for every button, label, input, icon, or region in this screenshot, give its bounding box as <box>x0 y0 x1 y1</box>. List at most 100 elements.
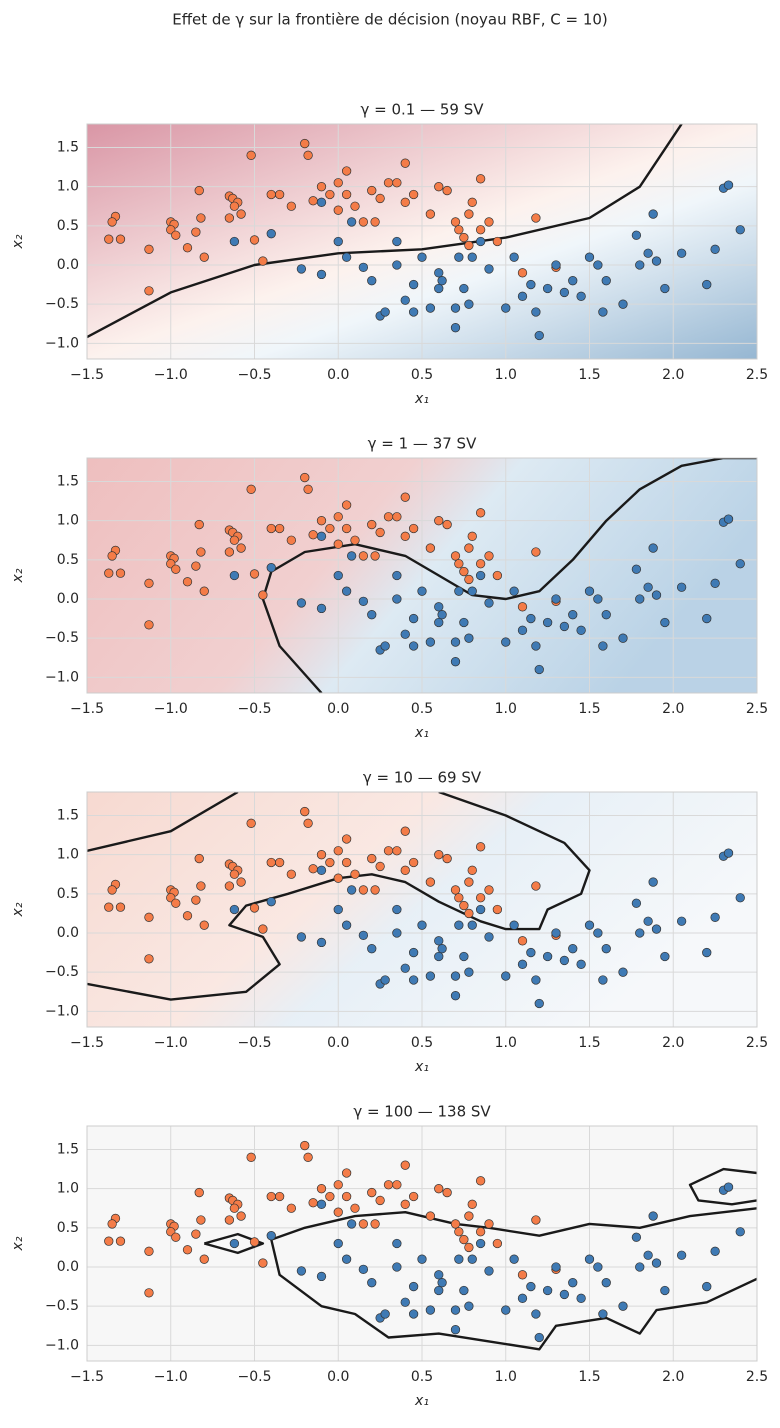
data-point <box>194 185 204 196</box>
data-point <box>475 893 486 903</box>
data-point <box>484 1266 494 1276</box>
y-tick-label: −1.0 <box>45 1003 79 1019</box>
data-point <box>475 559 486 569</box>
x-tick-label: −1.0 <box>154 367 188 383</box>
data-point <box>475 225 486 235</box>
data-point <box>442 1187 452 1198</box>
data-point <box>454 1254 464 1264</box>
y-tick-label: −1.0 <box>45 335 79 351</box>
data-point <box>296 598 307 608</box>
data-point <box>182 911 193 921</box>
data-point <box>484 1219 494 1229</box>
data-point <box>341 189 352 200</box>
data-point <box>434 1285 444 1296</box>
data-point <box>144 620 154 630</box>
data-point <box>568 610 578 620</box>
data-point <box>258 1258 268 1268</box>
data-point <box>246 818 256 828</box>
data-point <box>104 234 114 244</box>
data-point <box>534 1332 544 1343</box>
data-point <box>660 951 670 962</box>
data-point <box>199 1254 209 1264</box>
data-point <box>266 523 276 534</box>
data-point <box>341 586 352 596</box>
data-point <box>442 853 452 864</box>
data-point <box>392 512 402 522</box>
data-point <box>631 230 642 240</box>
data-point <box>266 229 276 239</box>
plot-area <box>104 458 757 693</box>
data-point <box>450 1325 461 1335</box>
x-tick-label: −1.0 <box>154 1369 188 1385</box>
data-point <box>380 307 390 317</box>
data-point <box>584 586 595 596</box>
data-point <box>144 912 154 922</box>
data-point <box>266 563 276 573</box>
data-point <box>229 1203 240 1213</box>
data-point <box>392 904 402 915</box>
data-point <box>648 877 658 887</box>
data-point <box>598 975 608 985</box>
data-point <box>601 1278 611 1288</box>
y-tick-label: 0.0 <box>57 591 79 607</box>
data-point <box>643 248 653 258</box>
data-point <box>534 664 544 675</box>
x-tick-label: −0.5 <box>238 1369 272 1385</box>
data-point <box>308 864 318 874</box>
data-point <box>434 268 444 278</box>
data-point <box>107 1219 117 1229</box>
data-point <box>450 323 461 333</box>
data-point <box>333 205 343 215</box>
data-point <box>408 975 419 985</box>
data-point <box>303 150 313 160</box>
data-point <box>229 201 240 211</box>
x-tick-label: 2.0 <box>662 701 684 717</box>
data-point <box>258 590 268 600</box>
data-point <box>584 252 595 262</box>
y-axis-label: x₂ <box>10 568 26 583</box>
data-point <box>735 225 745 235</box>
data-point <box>333 512 343 522</box>
data-point <box>400 197 410 207</box>
y-tick-label: 1.0 <box>57 1181 79 1197</box>
data-point <box>651 1258 662 1268</box>
data-point <box>171 898 181 908</box>
data-point <box>392 178 402 188</box>
data-point <box>144 286 154 296</box>
data-point <box>341 1191 352 1202</box>
x-tick-label: 1.0 <box>495 701 517 717</box>
panel-title: γ = 10 — 69 SV <box>363 769 482 787</box>
data-point <box>341 166 352 176</box>
data-point <box>199 920 209 930</box>
x-tick-label: 1.5 <box>578 1035 600 1051</box>
data-point <box>274 1191 285 1202</box>
data-point <box>380 641 390 651</box>
data-point <box>517 268 528 278</box>
plot-area <box>87 792 745 1009</box>
data-point <box>501 637 511 647</box>
data-point <box>450 991 461 1001</box>
data-point <box>551 1262 561 1272</box>
data-point <box>274 189 285 200</box>
data-point <box>107 217 117 227</box>
data-point <box>316 531 327 541</box>
x-tick-label: −1.0 <box>154 1035 188 1051</box>
y-axis-label: x₂ <box>10 902 26 917</box>
data-point <box>266 189 276 200</box>
data-point <box>341 834 352 844</box>
data-point <box>568 276 578 286</box>
data-point <box>408 1309 419 1319</box>
panel-title: γ = 0.1 — 59 SV <box>360 101 484 119</box>
data-point <box>367 610 377 620</box>
data-point <box>425 971 436 981</box>
data-point <box>576 1293 586 1303</box>
y-tick-label: 1.5 <box>57 474 79 490</box>
data-point <box>618 633 628 643</box>
data-point <box>467 531 477 541</box>
data-point <box>316 1199 327 1209</box>
data-point <box>229 570 240 581</box>
data-point <box>229 535 240 545</box>
data-point <box>191 1229 201 1239</box>
data-point <box>350 1203 360 1213</box>
data-point <box>194 519 204 530</box>
